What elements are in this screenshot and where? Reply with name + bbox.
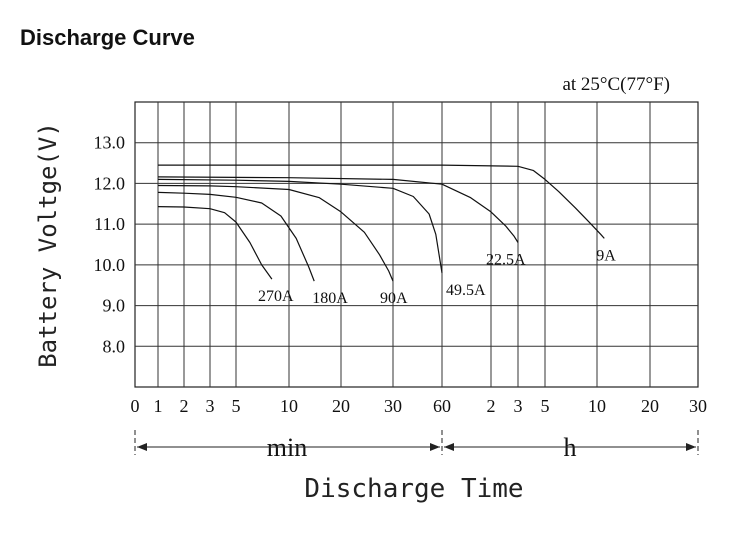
x-tick-label: 10	[280, 396, 298, 416]
y-tick-label: 10.0	[94, 255, 126, 275]
y-tick-label: 12.0	[94, 173, 126, 193]
y-tick-label: 9.0	[103, 296, 126, 316]
series-label: 90A	[380, 290, 408, 307]
series-label: 49.5A	[446, 282, 486, 299]
y-tick-label: 13.0	[94, 133, 126, 153]
discharge-curve-270A	[157, 206, 273, 280]
arrowhead	[686, 443, 696, 451]
discharge-curve-49.5A	[157, 178, 443, 274]
discharge-curve-22.5A	[157, 176, 519, 243]
series-label: 270A	[258, 288, 294, 305]
plot-frame	[134, 101, 699, 388]
x-axis-label: Discharge Time	[304, 474, 523, 504]
discharge-curve-180A	[157, 191, 315, 282]
discharge-curve-90A	[157, 184, 394, 282]
x-tick-label: 3	[514, 396, 523, 416]
y-tick-label: 8.0	[103, 336, 126, 356]
x-tick-label: 0	[131, 396, 140, 416]
y-tick-label: 11.0	[94, 214, 125, 234]
series-label: 22.5A	[486, 251, 526, 268]
series-label: 9A	[596, 247, 616, 264]
x-tick-label: 10	[588, 396, 606, 416]
x-tick-label: 1	[154, 396, 163, 416]
discharge-curve-9A	[158, 164, 605, 239]
unit-range-arrows	[134, 430, 699, 455]
x-tick-label: 20	[332, 396, 350, 416]
tick-labels: 13.012.011.010.09.08.00 1 2 3 5 10 20 30 60 2 3 5 10…	[94, 133, 708, 416]
x-tick-label: 2	[487, 396, 496, 416]
x-tick-label: 60	[433, 396, 451, 416]
arrowhead	[430, 443, 440, 451]
x-tick-label: 2	[180, 396, 189, 416]
x-tick-label: 5	[232, 396, 241, 416]
series-label: 180A	[312, 290, 348, 307]
chart-title: Discharge Curve	[20, 25, 195, 50]
arrowhead	[137, 443, 147, 451]
x-tick-label: 5	[541, 396, 550, 416]
x-tick-label: 30	[384, 396, 402, 416]
x-tick-label: 3	[206, 396, 215, 416]
arrowhead	[444, 443, 454, 451]
x-tick-label: 20	[641, 396, 659, 416]
plot-grid	[134, 101, 699, 388]
x-tick-label: 30	[689, 396, 707, 416]
temperature-condition: at 25°C(77°F)	[562, 74, 670, 95]
y-axis-label: Battery Voltge(V)	[34, 122, 62, 368]
